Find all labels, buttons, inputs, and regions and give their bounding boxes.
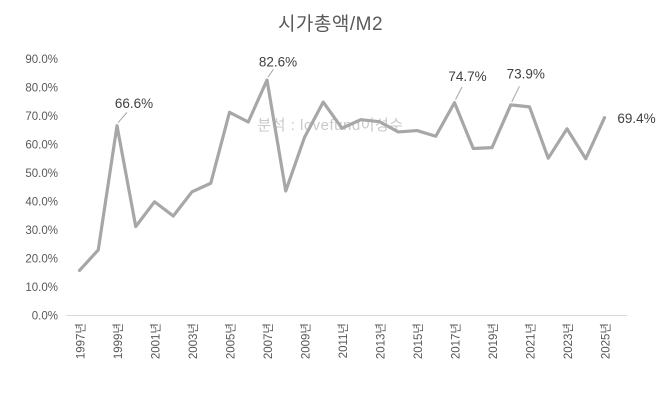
series-line [77,78,607,273]
data-label: 73.9% [507,66,545,81]
data-label: 74.7% [448,69,486,84]
x-tick-label: 2007년 [262,323,275,359]
leader-line [267,69,274,78]
x-tick-label: 2015년 [412,323,425,359]
leader-line [455,86,463,100]
x-tick-label: 2009년 [300,323,313,359]
data-label: 66.6% [115,96,153,111]
y-tick-label: 10.0% [25,282,58,294]
x-tick-label: 2011년 [337,323,350,358]
x-tick-label: 2017년 [450,323,463,359]
x-tick-label: 2023년 [562,323,575,359]
chart-title: 시가총액/M2 [277,14,384,35]
x-tick-label: 2025년 [600,323,613,359]
y-tick-label: 20.0% [25,254,58,266]
y-tick-label: 40.0% [25,197,58,209]
x-tick-label: 1997년 [75,323,88,359]
y-tick-label: 30.0% [25,225,58,237]
x-tick-label: 2013년 [375,323,388,359]
y-tick-label: 60.0% [25,140,58,152]
x-tick-label: 2005년 [225,323,238,359]
leader-line [117,112,128,124]
y-tick-label: 50.0% [25,168,58,180]
data-label: 69.4% [617,111,655,126]
x-tick-label: 2021년 [525,323,538,359]
x-tick-label: 2019년 [487,323,500,359]
data-label: 82.6% [259,55,297,70]
x-tick-label: 1999년 [112,323,125,359]
y-tick-label: 90.0% [25,54,58,66]
y-tick-label: 70.0% [25,111,58,123]
x-tick-label: 2001년 [150,323,163,359]
leader-line [511,86,520,103]
x-tick-label: 2003년 [187,323,200,359]
y-tick-label: 0.0% [32,311,58,323]
y-tick-label: 80.0% [25,83,58,95]
